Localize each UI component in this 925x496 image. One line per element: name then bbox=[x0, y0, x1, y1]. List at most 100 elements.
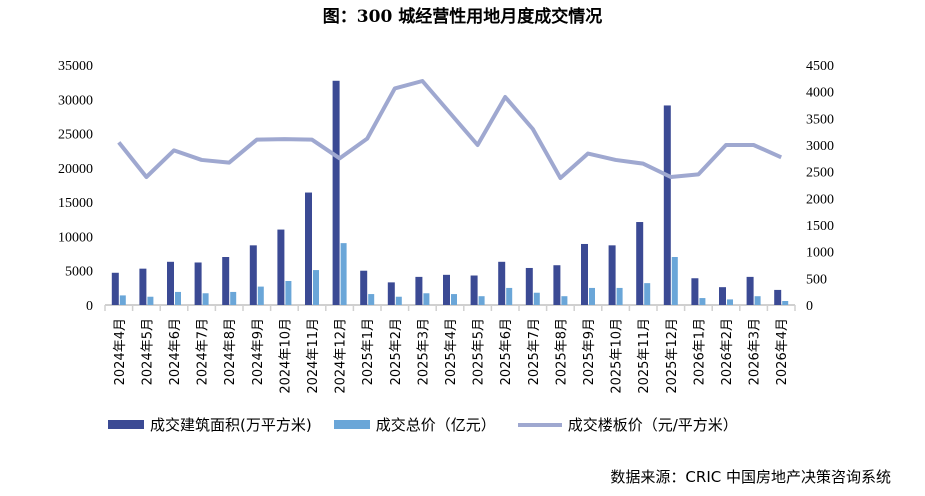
bar-area bbox=[111, 272, 119, 305]
bar-total bbox=[478, 296, 485, 305]
legend-item-total: 成交总价（亿元） bbox=[333, 414, 496, 435]
x-tick-label: 2024年11月 bbox=[306, 318, 321, 394]
bar-area bbox=[525, 267, 533, 305]
y-left-tick-label: 25000 bbox=[58, 128, 93, 143]
bar-total bbox=[395, 296, 402, 305]
x-tick-label: 2024年7月 bbox=[196, 318, 211, 385]
bar-area bbox=[277, 229, 285, 305]
legend-label: 成交楼板价（元/平方米） bbox=[567, 416, 738, 434]
line-price bbox=[117, 79, 783, 181]
x-tick-label: 2025年9月 bbox=[582, 318, 597, 385]
y-left-tick-label: 5000 bbox=[65, 265, 93, 280]
y-right-tick-label: 2000 bbox=[806, 192, 834, 207]
bar-total bbox=[340, 243, 347, 305]
y-right-tick-label: 3500 bbox=[806, 112, 834, 127]
bar-area bbox=[663, 105, 671, 305]
bar-area bbox=[553, 265, 561, 305]
x-tick-label: 2024年6月 bbox=[168, 318, 183, 385]
bar-area bbox=[636, 222, 644, 305]
legend-item-price: 成交楼板价（元/平方米） bbox=[517, 414, 738, 435]
bar-area bbox=[222, 257, 230, 305]
bar-area bbox=[167, 261, 174, 305]
bar-area bbox=[194, 262, 202, 305]
x-tick-label: 2025年5月 bbox=[472, 318, 487, 385]
bar-total bbox=[754, 296, 761, 305]
x-tick-label: 2024年4月 bbox=[113, 318, 128, 385]
bar-total bbox=[368, 294, 375, 305]
x-tick-label: 2025年3月 bbox=[416, 318, 431, 385]
x-tick-label: 2025年12月 bbox=[665, 318, 680, 394]
bar-total bbox=[175, 291, 181, 305]
legend-item-area: 成交建筑面积(万平方米) bbox=[108, 414, 312, 435]
bar-area bbox=[581, 243, 588, 305]
bar-total bbox=[423, 293, 430, 305]
y-left-tick-label: 15000 bbox=[58, 196, 93, 211]
bar-area bbox=[249, 245, 257, 305]
y-right-tick-label: 1000 bbox=[806, 246, 834, 261]
y-left-tick-label: 35000 bbox=[58, 59, 93, 74]
bar-total bbox=[727, 299, 733, 305]
x-tick-label: 2026年4月 bbox=[775, 318, 790, 385]
bar-total bbox=[506, 287, 513, 305]
x-tick-label: 2024年8月 bbox=[223, 318, 238, 385]
bar-area bbox=[691, 278, 699, 305]
bar-area bbox=[746, 276, 754, 305]
bar-area bbox=[415, 276, 423, 305]
y-right-tick-label: 4000 bbox=[806, 86, 834, 101]
bar-area bbox=[443, 274, 450, 305]
legend-swatch bbox=[333, 420, 370, 429]
bar-total bbox=[202, 293, 209, 305]
x-tick-label: 2026年2月 bbox=[720, 318, 735, 385]
x-tick-label: 2024年5月 bbox=[140, 318, 155, 385]
bar-area bbox=[608, 245, 616, 305]
bar-area bbox=[774, 289, 782, 305]
x-tick-label: 2026年3月 bbox=[748, 318, 763, 385]
x-tick-label: 2025年11月 bbox=[637, 318, 652, 394]
bar-total bbox=[671, 257, 678, 305]
bar-area bbox=[360, 270, 368, 305]
y-right-tick-label: 500 bbox=[806, 272, 827, 287]
legend-label: 成交建筑面积(万平方米) bbox=[150, 416, 312, 434]
bar-total bbox=[561, 296, 568, 305]
bar-area bbox=[139, 268, 147, 305]
bar-area bbox=[387, 282, 395, 305]
y-left-tick-label: 20000 bbox=[58, 162, 93, 177]
y-right-tick-label: 4500 bbox=[806, 59, 834, 74]
legend-label: 成交总价（亿元） bbox=[375, 416, 496, 434]
x-tick-label: 2025年2月 bbox=[389, 318, 404, 385]
bar-total bbox=[616, 287, 623, 305]
y-left-tick-label: 10000 bbox=[58, 230, 93, 245]
bar-area bbox=[305, 192, 312, 305]
x-tick-label: 2025年6月 bbox=[499, 318, 514, 385]
y-right-tick-label: 2500 bbox=[806, 166, 834, 181]
bar-total bbox=[119, 295, 126, 305]
bar-total bbox=[533, 292, 540, 305]
bar-total bbox=[699, 298, 706, 305]
bar-total bbox=[285, 281, 292, 305]
bar-total bbox=[589, 287, 595, 305]
x-tick-label: 2025年1月 bbox=[361, 318, 376, 385]
legend: 成交建筑面积(万平方米) 成交总价（亿元） 成交楼板价（元/平方米） bbox=[108, 414, 760, 435]
source-note: 数据来源：CRIC 中国房地产决策咨询系统 bbox=[610, 468, 891, 486]
bar-total bbox=[313, 270, 319, 305]
x-tick-label: 2024年9月 bbox=[251, 318, 266, 385]
y-left-tick-label: 30000 bbox=[58, 93, 93, 108]
bar-total bbox=[644, 283, 651, 305]
bar-area bbox=[719, 287, 726, 305]
y-right-tick-label: 1500 bbox=[806, 219, 834, 234]
bar-total bbox=[257, 286, 264, 305]
x-tick-label: 2025年4月 bbox=[444, 318, 459, 385]
chart-title: 图：300 城经营性用地月度成交情况 bbox=[322, 7, 603, 27]
x-tick-label: 2025年10月 bbox=[610, 318, 625, 394]
y-right-tick-label: 0 bbox=[806, 299, 813, 314]
bar-total bbox=[147, 296, 154, 305]
x-tick-label: 2026年1月 bbox=[692, 318, 707, 385]
bar-area bbox=[332, 80, 340, 306]
legend-swatch bbox=[517, 422, 562, 427]
bar-total bbox=[230, 291, 237, 305]
x-tick-label: 2025年7月 bbox=[527, 318, 542, 385]
x-tick-label: 2024年10月 bbox=[278, 318, 293, 394]
bar-area bbox=[498, 261, 506, 305]
